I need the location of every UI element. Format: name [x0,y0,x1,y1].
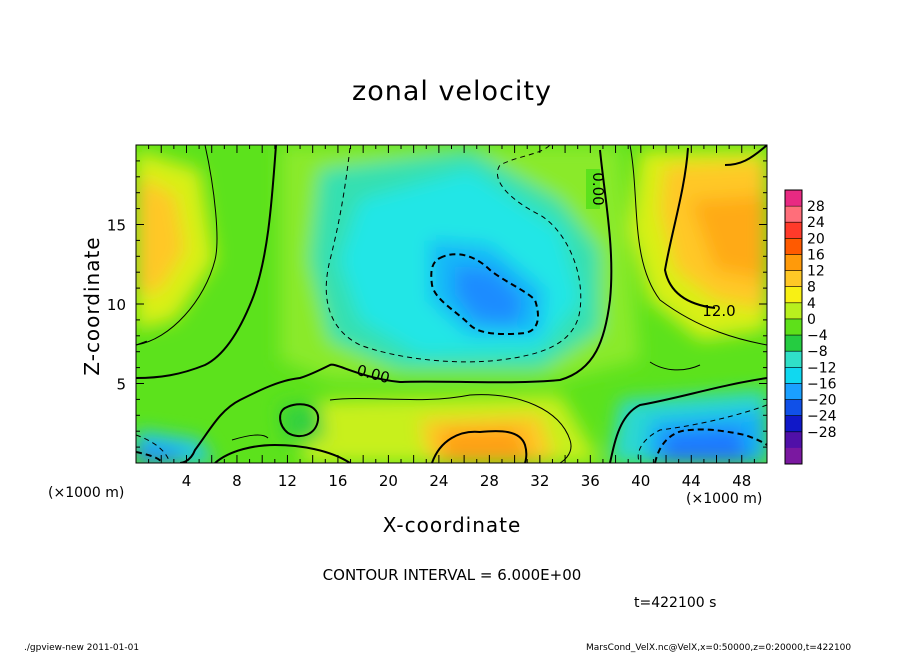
x-tick-label: 36 [581,472,600,490]
colorbar-label: −16 [807,376,837,392]
colorbar-frame [784,189,803,465]
field-region [660,428,750,463]
contour-line [136,340,147,346]
colorbar-label: 4 [807,296,816,312]
colorbar-bin [785,190,802,207]
colorbar-label: −8 [807,344,828,360]
contours-negative [136,145,767,463]
contour-line [629,145,767,346]
field-shading [136,145,767,463]
x-tick-label: 48 [732,472,751,490]
contour-line [214,443,351,463]
contour-line [724,145,767,166]
contours-thin [136,145,767,463]
field-region [440,428,530,463]
colorbar-label: −4 [807,328,828,344]
x-tick-label: 12 [278,472,297,490]
colorbar-label: −20 [807,393,837,409]
colorbar-label: 12 [807,264,825,280]
colorbar-label: 28 [807,199,825,215]
contour-interval: CONTOUR INTERVAL = 6.000E+00 [0,566,904,584]
footer-left: ./gpview-new 2011-01-01 [24,643,140,653]
colorbar-label: 16 [807,247,825,263]
contour-line [430,253,539,335]
colorbar-label: −28 [807,425,837,441]
footer-right: MarsCond_VelX.nc@VelX,x=0:50000,z=0:2000… [586,643,852,653]
colorbar-bin [785,286,802,304]
colorbar-bin [785,399,802,417]
field-region [136,445,185,463]
contour-line [231,434,269,441]
x-tick-label: 8 [232,472,242,490]
colorbar-label: −12 [807,360,837,376]
contour-line [609,377,767,463]
colorbar-bin [785,318,802,336]
colorbar-bin [785,383,802,401]
x-unit-label-right: (×1000 m) [686,491,763,507]
x-tick-label: 40 [631,472,650,490]
x-tick-label: 44 [682,472,701,490]
axis-ticks [136,145,767,463]
contour-line [431,430,528,463]
contour-line [279,403,320,438]
y-tick-label: 10 [107,296,126,314]
chart-title: zonal velocity [352,76,552,107]
contour-label-0: 0.00 [589,172,607,205]
contour-line [136,145,277,379]
x-tick-label: 16 [328,472,347,490]
x-tick-label: 32 [530,472,549,490]
plot-area [136,145,767,463]
contours-strong-negative [136,253,767,463]
colorbar-bin [785,431,802,449]
contour-line [329,394,572,463]
field-region [136,175,185,295]
colorbar-bin [785,238,802,255]
colorbar-label: 24 [807,215,825,231]
colorbar-bin [785,335,802,352]
contour-interval-text: CONTOUR INTERVAL = 6.000E+00 [322,566,582,584]
colorbar-bin [785,206,802,223]
colorbar-bin [785,270,802,288]
x-axis-label: X-coordinate [382,513,522,537]
colorbar-label: −24 [807,409,837,425]
colorbar-bin [785,447,802,465]
contour-line [649,361,701,371]
y-tick-label: 15 [107,217,126,235]
colorbar-label: 20 [807,231,825,247]
x-tick-label: 24 [429,472,448,490]
x-tick-label: 28 [480,472,499,490]
contour-line [136,434,171,463]
colorbar-label: 0 [807,312,816,328]
contours-zero [136,145,767,463]
y-tick-labels: 5 10 15 [107,217,126,394]
contour-line [179,149,613,463]
colorbar-bin [785,415,802,433]
colorbar-bin [785,367,802,384]
colorbar-label: 8 [807,280,816,296]
x-tick-labels: 4 8 12 16 20 24 28 32 36 40 44 48 [182,472,752,490]
time-stamp: t=422100 s [634,595,717,611]
x-unit-label: (×1000 m) [48,485,125,501]
contour-line [136,451,163,463]
contour-line [136,145,218,346]
field-region [455,265,525,325]
colorbar-bin [785,302,802,320]
colorbar-bin [785,351,802,368]
label-bg [586,169,600,209]
contour-label-2: 12.0 [702,302,735,320]
colorbar-bin [785,222,802,239]
y-tick-label: 5 [116,376,126,394]
contour-line [325,145,582,363]
contour-line [663,147,716,309]
colorbar-bin [785,254,802,272]
x-tick-label: 20 [379,472,398,490]
contour-line [654,428,767,463]
x-tick-label: 4 [182,472,192,490]
field-region [690,195,767,280]
